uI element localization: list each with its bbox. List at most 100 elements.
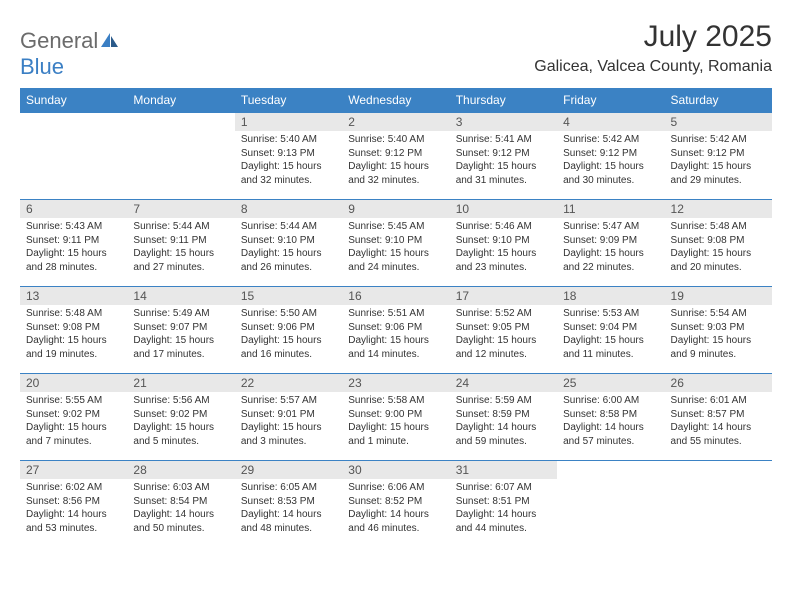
calendar-day-cell: 25Sunrise: 6:00 AMSunset: 8:58 PMDayligh…	[557, 374, 664, 461]
day-content: Sunrise: 5:40 AMSunset: 9:13 PMDaylight:…	[235, 131, 342, 189]
day-content: Sunrise: 5:48 AMSunset: 9:08 PMDaylight:…	[665, 218, 772, 276]
calendar-day-cell: 3Sunrise: 5:41 AMSunset: 9:12 PMDaylight…	[450, 113, 557, 200]
day-number: 18	[557, 287, 664, 305]
day-number: 10	[450, 200, 557, 218]
calendar-day-cell: 2Sunrise: 5:40 AMSunset: 9:12 PMDaylight…	[342, 113, 449, 200]
calendar-day-cell: 6Sunrise: 5:43 AMSunset: 9:11 PMDaylight…	[20, 200, 127, 287]
calendar-week-row: 20Sunrise: 5:55 AMSunset: 9:02 PMDayligh…	[20, 374, 772, 461]
calendar-day-cell: 16Sunrise: 5:51 AMSunset: 9:06 PMDayligh…	[342, 287, 449, 374]
calendar-day-cell: 14Sunrise: 5:49 AMSunset: 9:07 PMDayligh…	[127, 287, 234, 374]
calendar-table: SundayMondayTuesdayWednesdayThursdayFrid…	[20, 88, 772, 547]
calendar-day-cell: 20Sunrise: 5:55 AMSunset: 9:02 PMDayligh…	[20, 374, 127, 461]
calendar-day-cell: 10Sunrise: 5:46 AMSunset: 9:10 PMDayligh…	[450, 200, 557, 287]
calendar-day-cell: 29Sunrise: 6:05 AMSunset: 8:53 PMDayligh…	[235, 461, 342, 548]
calendar-day-cell: 1Sunrise: 5:40 AMSunset: 9:13 PMDaylight…	[235, 113, 342, 200]
location: Galicea, Valcea County, Romania	[534, 58, 772, 76]
logo-text-blue: Blue	[20, 54, 64, 79]
day-content: Sunrise: 5:54 AMSunset: 9:03 PMDaylight:…	[665, 305, 772, 363]
day-number: 12	[665, 200, 772, 218]
day-number: 5	[665, 113, 772, 131]
calendar-day-cell: 17Sunrise: 5:52 AMSunset: 9:05 PMDayligh…	[450, 287, 557, 374]
day-number: 21	[127, 374, 234, 392]
calendar-day-cell: 26Sunrise: 6:01 AMSunset: 8:57 PMDayligh…	[665, 374, 772, 461]
calendar-day-cell: 23Sunrise: 5:58 AMSunset: 9:00 PMDayligh…	[342, 374, 449, 461]
day-content: Sunrise: 5:44 AMSunset: 9:10 PMDaylight:…	[235, 218, 342, 276]
calendar-week-row: 1Sunrise: 5:40 AMSunset: 9:13 PMDaylight…	[20, 113, 772, 200]
logo: General Blue	[20, 20, 120, 80]
day-number: 17	[450, 287, 557, 305]
weekday-header: Monday	[127, 88, 234, 113]
day-number: 19	[665, 287, 772, 305]
calendar-day-cell: 21Sunrise: 5:56 AMSunset: 9:02 PMDayligh…	[127, 374, 234, 461]
calendar-day-cell	[127, 113, 234, 200]
day-content: Sunrise: 6:02 AMSunset: 8:56 PMDaylight:…	[20, 479, 127, 537]
title-block: July 2025 Galicea, Valcea County, Romani…	[534, 20, 772, 76]
day-content: Sunrise: 6:01 AMSunset: 8:57 PMDaylight:…	[665, 392, 772, 450]
day-number: 8	[235, 200, 342, 218]
calendar-day-cell: 7Sunrise: 5:44 AMSunset: 9:11 PMDaylight…	[127, 200, 234, 287]
calendar-day-cell: 11Sunrise: 5:47 AMSunset: 9:09 PMDayligh…	[557, 200, 664, 287]
day-number: 13	[20, 287, 127, 305]
calendar-day-cell: 19Sunrise: 5:54 AMSunset: 9:03 PMDayligh…	[665, 287, 772, 374]
calendar-day-cell: 28Sunrise: 6:03 AMSunset: 8:54 PMDayligh…	[127, 461, 234, 548]
day-content: Sunrise: 5:42 AMSunset: 9:12 PMDaylight:…	[557, 131, 664, 189]
day-number: 23	[342, 374, 449, 392]
calendar-day-cell: 30Sunrise: 6:06 AMSunset: 8:52 PMDayligh…	[342, 461, 449, 548]
day-content: Sunrise: 5:52 AMSunset: 9:05 PMDaylight:…	[450, 305, 557, 363]
day-number: 3	[450, 113, 557, 131]
day-content: Sunrise: 5:45 AMSunset: 9:10 PMDaylight:…	[342, 218, 449, 276]
day-number: 9	[342, 200, 449, 218]
day-number: 22	[235, 374, 342, 392]
day-content: Sunrise: 5:41 AMSunset: 9:12 PMDaylight:…	[450, 131, 557, 189]
month-title: July 2025	[534, 20, 772, 54]
weekday-header: Saturday	[665, 88, 772, 113]
day-number: 16	[342, 287, 449, 305]
calendar-week-row: 13Sunrise: 5:48 AMSunset: 9:08 PMDayligh…	[20, 287, 772, 374]
day-content: Sunrise: 6:03 AMSunset: 8:54 PMDaylight:…	[127, 479, 234, 537]
calendar-day-cell: 9Sunrise: 5:45 AMSunset: 9:10 PMDaylight…	[342, 200, 449, 287]
day-content: Sunrise: 5:40 AMSunset: 9:12 PMDaylight:…	[342, 131, 449, 189]
calendar-day-cell	[557, 461, 664, 548]
calendar-day-cell: 5Sunrise: 5:42 AMSunset: 9:12 PMDaylight…	[665, 113, 772, 200]
day-number: 27	[20, 461, 127, 479]
day-content: Sunrise: 5:53 AMSunset: 9:04 PMDaylight:…	[557, 305, 664, 363]
calendar-body: 1Sunrise: 5:40 AMSunset: 9:13 PMDaylight…	[20, 113, 772, 548]
weekday-header: Thursday	[450, 88, 557, 113]
weekday-header: Friday	[557, 88, 664, 113]
day-content: Sunrise: 5:56 AMSunset: 9:02 PMDaylight:…	[127, 392, 234, 450]
day-content: Sunrise: 5:42 AMSunset: 9:12 PMDaylight:…	[665, 131, 772, 189]
calendar-day-cell: 24Sunrise: 5:59 AMSunset: 8:59 PMDayligh…	[450, 374, 557, 461]
weekday-header: Sunday	[20, 88, 127, 113]
day-content: Sunrise: 6:07 AMSunset: 8:51 PMDaylight:…	[450, 479, 557, 537]
calendar-day-cell: 12Sunrise: 5:48 AMSunset: 9:08 PMDayligh…	[665, 200, 772, 287]
day-content: Sunrise: 5:50 AMSunset: 9:06 PMDaylight:…	[235, 305, 342, 363]
calendar-day-cell: 18Sunrise: 5:53 AMSunset: 9:04 PMDayligh…	[557, 287, 664, 374]
day-content: Sunrise: 5:49 AMSunset: 9:07 PMDaylight:…	[127, 305, 234, 363]
day-number: 4	[557, 113, 664, 131]
day-content: Sunrise: 5:48 AMSunset: 9:08 PMDaylight:…	[20, 305, 127, 363]
weekday-header: Tuesday	[235, 88, 342, 113]
day-number: 30	[342, 461, 449, 479]
calendar-week-row: 27Sunrise: 6:02 AMSunset: 8:56 PMDayligh…	[20, 461, 772, 548]
day-number: 20	[20, 374, 127, 392]
calendar-day-cell: 8Sunrise: 5:44 AMSunset: 9:10 PMDaylight…	[235, 200, 342, 287]
day-number: 24	[450, 374, 557, 392]
day-content: Sunrise: 6:05 AMSunset: 8:53 PMDaylight:…	[235, 479, 342, 537]
logo-sail-icon	[100, 32, 120, 53]
weekday-header: Wednesday	[342, 88, 449, 113]
day-number: 26	[665, 374, 772, 392]
day-content: Sunrise: 5:46 AMSunset: 9:10 PMDaylight:…	[450, 218, 557, 276]
day-number: 2	[342, 113, 449, 131]
day-content: Sunrise: 5:47 AMSunset: 9:09 PMDaylight:…	[557, 218, 664, 276]
day-content: Sunrise: 5:59 AMSunset: 8:59 PMDaylight:…	[450, 392, 557, 450]
calendar-day-cell: 4Sunrise: 5:42 AMSunset: 9:12 PMDaylight…	[557, 113, 664, 200]
calendar-day-cell: 27Sunrise: 6:02 AMSunset: 8:56 PMDayligh…	[20, 461, 127, 548]
day-number: 28	[127, 461, 234, 479]
day-content: Sunrise: 6:00 AMSunset: 8:58 PMDaylight:…	[557, 392, 664, 450]
weekday-header-row: SundayMondayTuesdayWednesdayThursdayFrid…	[20, 88, 772, 113]
logo-text-general: General	[20, 28, 98, 53]
day-content: Sunrise: 5:57 AMSunset: 9:01 PMDaylight:…	[235, 392, 342, 450]
day-number: 6	[20, 200, 127, 218]
day-content: Sunrise: 6:06 AMSunset: 8:52 PMDaylight:…	[342, 479, 449, 537]
day-number: 7	[127, 200, 234, 218]
